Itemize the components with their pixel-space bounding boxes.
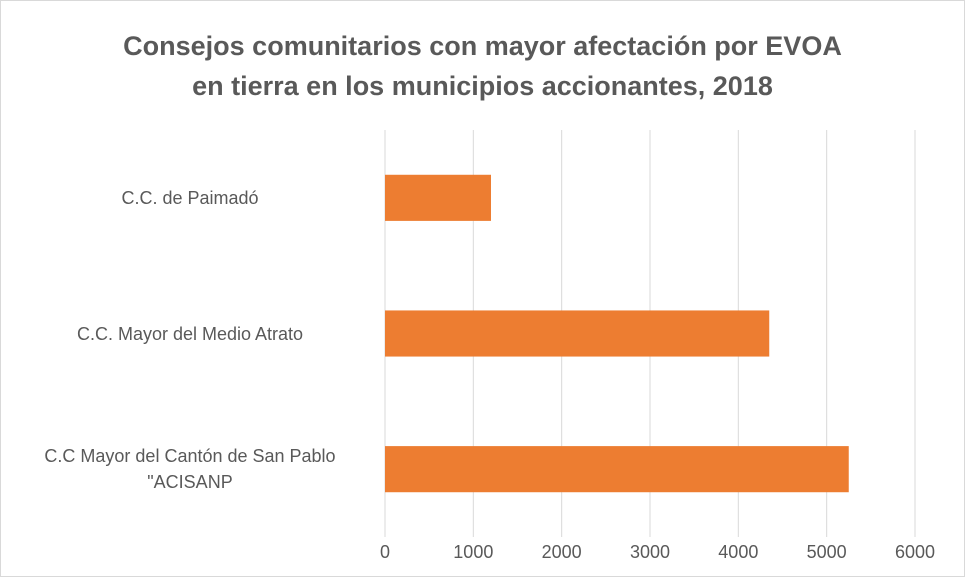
bar bbox=[385, 174, 491, 221]
x-tick-label: 4000 bbox=[718, 542, 758, 562]
x-tick-label: 0 bbox=[380, 542, 390, 562]
chart-title: Consejos comunitarios con mayor afectaci… bbox=[123, 31, 842, 101]
x-tick-label: 6000 bbox=[895, 542, 935, 562]
x-tick-label: 1000 bbox=[453, 542, 493, 562]
x-tick-label: 5000 bbox=[807, 542, 847, 562]
x-tick-label: 3000 bbox=[630, 542, 670, 562]
bar bbox=[385, 446, 849, 493]
y-tick-label: C.C. Mayor del Medio Atrato bbox=[76, 323, 304, 344]
x-tick-label: 2000 bbox=[542, 542, 582, 562]
y-tick-label: C.C. de Paimadó bbox=[121, 187, 259, 208]
bar bbox=[385, 310, 770, 357]
y-tick-label: C.C Mayor del Cantón de San Pablo "ACISA… bbox=[44, 446, 336, 493]
